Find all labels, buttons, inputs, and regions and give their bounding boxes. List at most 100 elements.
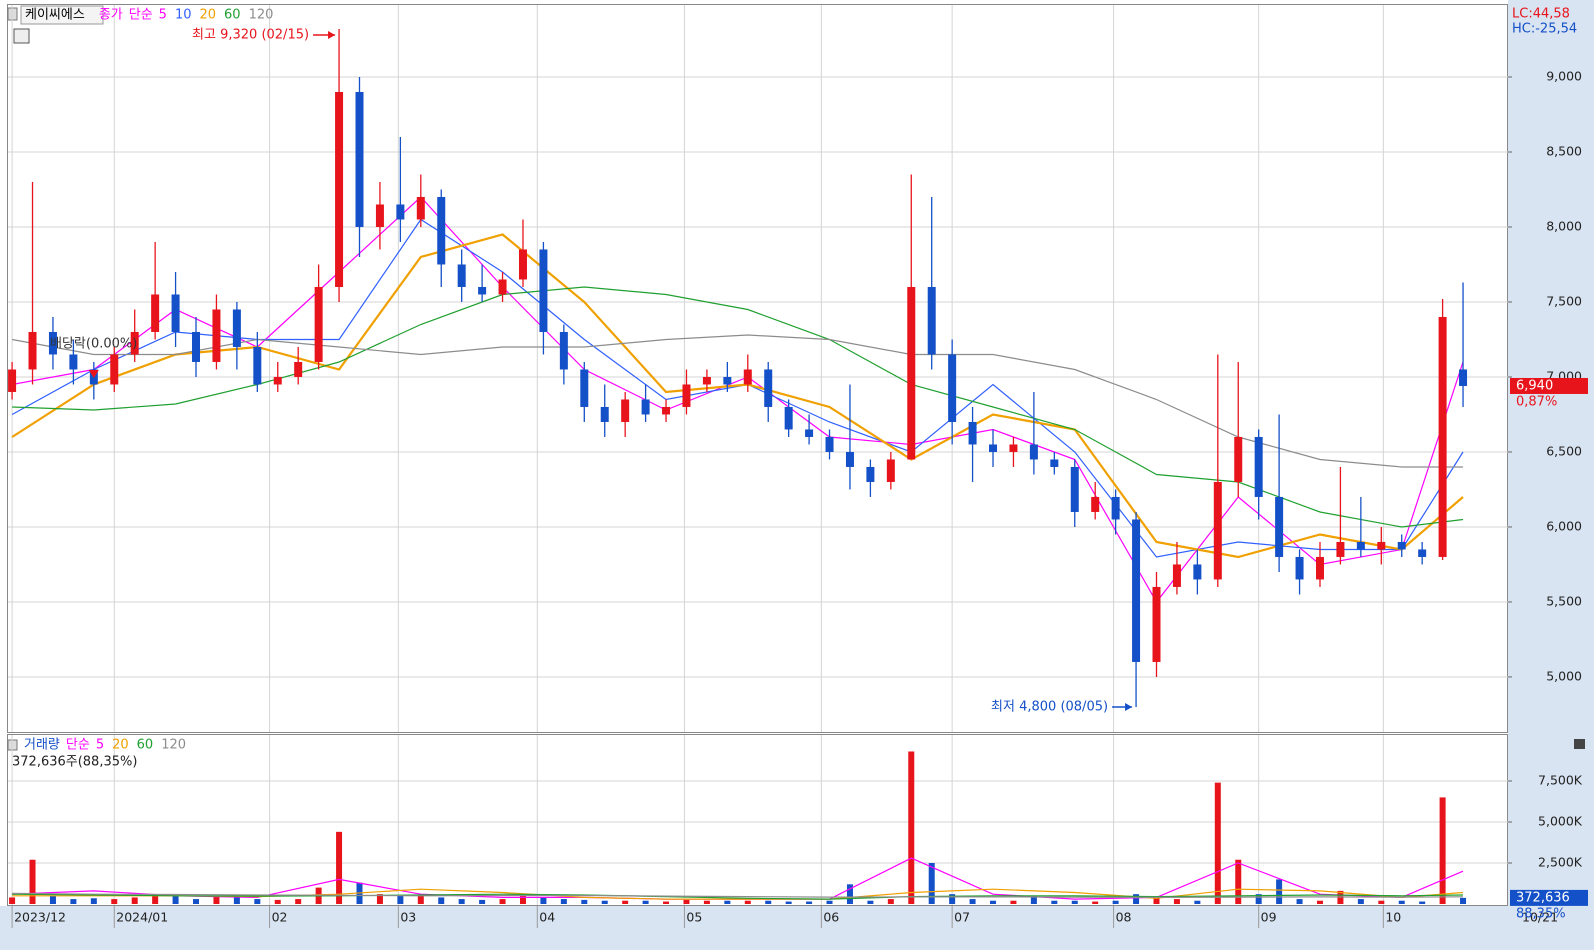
last-date: 10/21 [1522,910,1558,925]
x-tick-label: 04 [539,910,555,925]
candle-body [559,331,568,370]
candle-body [600,406,609,422]
legend-entry: 60 [137,738,154,753]
volume-bar [458,899,465,904]
volume-ratio: 88,35% [1516,906,1566,921]
x-tick-label: 10 [1385,910,1401,925]
change-label: 0,87% [1516,394,1557,409]
candle-body [416,196,425,220]
close-icon[interactable] [1574,739,1585,749]
volume-bar [683,899,690,904]
candle-body [1254,436,1263,497]
y-tick-label: 8,500 [1546,143,1582,158]
volume-bar [703,900,710,904]
volume-bar [376,894,383,904]
candle-body [621,399,630,422]
x-tick-label: 09 [1261,910,1277,925]
volume-bar [1030,895,1037,904]
arrow-head [328,30,336,39]
volume-panel-border [7,734,1508,906]
volume-bar [29,859,36,904]
volume-bar [1133,894,1140,904]
x-tick-label: 06 [823,910,839,925]
volume-bar [336,831,343,904]
volume-bar [949,894,956,904]
volume-bar [479,899,486,904]
arrow-head [1125,702,1133,711]
candle-body [294,361,303,377]
candle-body [702,376,711,385]
volume-bar [519,895,526,904]
y-tick-label: 9,000 [1546,68,1582,83]
volume-bar [1092,901,1099,904]
x-tick-label: 03 [400,910,416,925]
volume-bar [663,901,670,904]
stock-name: 케이씨에스 [25,8,85,23]
legend-entry: 20 [112,738,129,753]
legend-entry: 5 [96,738,104,753]
y-tick-label: 7,500 [1546,293,1582,308]
candle-body [1009,444,1018,452]
volume-bar [274,899,281,904]
volume-bar [990,900,997,904]
stock-name-box[interactable] [20,5,104,25]
candle-body [1295,556,1304,580]
candle-body [8,369,17,392]
volume-bar [397,895,404,904]
candle-body [580,369,589,407]
candle-body [662,406,671,415]
candle-body [866,466,875,482]
x-tick-label: 07 [954,910,970,925]
volume-bar [540,897,547,904]
legend-label: 단순 [66,738,90,753]
volume-bar [928,863,935,904]
candle-body [518,249,527,280]
ex-dividend-marker [88,370,99,378]
volume-bar [806,901,813,904]
candle-body [171,294,180,332]
candle-body [498,279,507,295]
candle-body [1193,564,1202,580]
volume-bar [1357,899,1364,904]
candle-body [825,436,834,452]
volume-bar [1419,901,1426,904]
candle-body [28,331,37,370]
ma-line [12,892,1464,899]
legend-entry: 120 [161,738,186,753]
candle-body [805,429,814,437]
volume-bar [1276,879,1283,904]
candle-body [1213,481,1222,580]
candle-body [1152,586,1161,662]
legend-entry: 10 [175,8,192,23]
lc-label: LC:44,58 [1512,7,1570,22]
candle-body [212,309,221,362]
volume-bar [417,895,424,904]
y-tick-label: 5,000 [1546,668,1582,683]
volume-bar [152,894,159,904]
x-tick-label: 2024/01 [116,910,168,925]
volume-bar [642,900,649,904]
volume-bar [724,900,731,904]
candle-body [273,376,282,385]
candle-body [1070,466,1079,512]
volume-bar [295,899,302,904]
volume-bar [1460,897,1467,904]
volume-bar [1214,782,1221,904]
volume-bar [867,900,874,904]
grid-icon[interactable] [13,28,30,44]
volume-bar [172,895,179,904]
volume-bar [560,899,567,904]
volume-bar [1112,900,1119,904]
volume-bar [233,897,240,904]
candle-body [478,286,487,295]
candle-body [886,459,895,482]
candle-body [48,331,57,355]
volume-bar [131,897,138,904]
volume-bar [846,884,853,904]
volume-bar [1439,797,1446,904]
volume-bar [581,899,588,904]
y-tick-label: 6,000 [1546,518,1582,533]
last-volume: 372,636 [1516,890,1570,905]
